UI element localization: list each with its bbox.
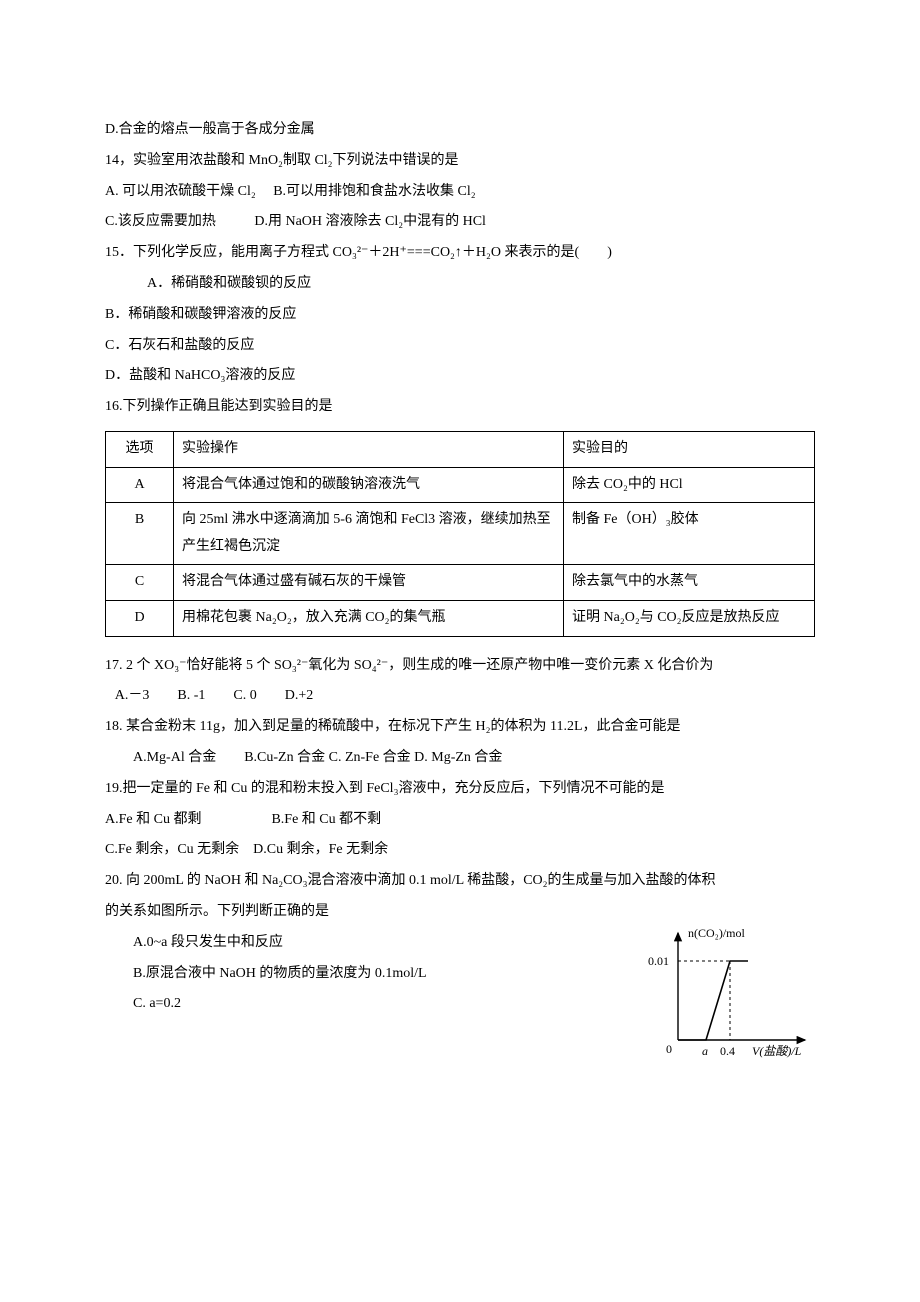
q20-body: 的关系如图所示。下列判断正确的是 A.0~a 段只发生中和反应 B.原混合液中 … [105, 897, 815, 1060]
table-row: C 将混合气体通过盛有碱石灰的干燥管 除去氯气中的水蒸气 [106, 565, 815, 601]
origin-label: 0 [666, 1042, 672, 1056]
q15-stem: 15．下列化学反应，能用离子方程式 CO₃²⁻＋2H⁺===CO₂↑＋H₂O 来… [105, 238, 815, 269]
q20-c: C. a=0.2 [105, 989, 630, 1020]
cell-opt: D [106, 600, 174, 636]
q14-stem: 14，实验室用浓盐酸和 MnO₂制取 Cl₂下列说法中错误的是 [105, 146, 815, 177]
q15-a: A．稀硝酸和碳酸钡的反应 [105, 269, 815, 300]
q20-chart: n(CO₂)/mol 0.01 0 a 0.4 V(盐酸)/L [640, 925, 815, 1060]
table-row: B 向 25ml 沸水中逐滴滴加 5-6 滴饱和 FeCl3 溶液，继续加热至产… [106, 503, 815, 565]
q20-b: B.原混合液中 NaOH 的物质的量浓度为 0.1mol/L [105, 959, 630, 990]
q15-c: C．石灰石和盐酸的反应 [105, 331, 815, 362]
q19-options-ab: A.Fe 和 Cu 都剩 B.Fe 和 Cu 都不剩 [105, 805, 815, 836]
cell-goal: 证明 Na₂O₂与 CO₂反应是放热反应 [564, 600, 815, 636]
x-tick-04: 0.4 [720, 1044, 735, 1058]
table-row: A 将混合气体通过饱和的碳酸钠溶液洗气 除去 CO₂中的 HCl [106, 467, 815, 503]
cell-op: 将混合气体通过饱和的碳酸钠溶液洗气 [174, 467, 564, 503]
q20-stem-line2: 的关系如图所示。下列判断正确的是 [105, 897, 630, 928]
q16-table: 选项 实验操作 实验目的 A 将混合气体通过饱和的碳酸钠溶液洗气 除去 CO₂中… [105, 431, 815, 637]
cell-opt: C [106, 565, 174, 601]
x-axis-label: V(盐酸)/L [752, 1044, 802, 1058]
q14-options-cd: C.该反应需要加热 D.用 NaOH 溶液除去 Cl₂中混有的 HCl [105, 207, 815, 238]
q13-option-d: D.合金的熔点一般高于各成分金属 [105, 115, 815, 146]
y-tick-label: 0.01 [648, 954, 669, 968]
q15-b: B．稀硝酸和碳酸钾溶液的反应 [105, 300, 815, 331]
data-line [678, 961, 748, 1040]
q17-options: A.－3 B. -1 C. 0 D.+2 [105, 681, 815, 712]
table-header-row: 选项 实验操作 实验目的 [106, 431, 815, 467]
cell-goal: 制备 Fe（OH）₃胶体 [564, 503, 815, 565]
th-option: 选项 [106, 431, 174, 467]
q20-text-block: 的关系如图所示。下列判断正确的是 A.0~a 段只发生中和反应 B.原混合液中 … [105, 897, 630, 1020]
x-tick-a: a [702, 1044, 708, 1058]
q20-a: A.0~a 段只发生中和反应 [105, 928, 630, 959]
q14-d: D.用 NaOH 溶液除去 Cl₂中混有的 HCl [254, 214, 486, 229]
cell-goal: 除去氯气中的水蒸气 [564, 565, 815, 601]
q14-b: B.可以用排饱和食盐水法收集 Cl₂ [273, 184, 475, 199]
y-axis-label: n(CO₂)/mol [688, 926, 746, 940]
q19-options-cd: C.Fe 剩余，Cu 无剩余 D.Cu 剩余，Fe 无剩余 [105, 835, 815, 866]
th-goal: 实验目的 [564, 431, 815, 467]
q14-options-ab: A. 可以用浓硫酸干燥 Cl₂ B.可以用排饱和食盐水法收集 Cl₂ [105, 177, 815, 208]
th-operation: 实验操作 [174, 431, 564, 467]
q14-c: C.该反应需要加热 [105, 214, 216, 229]
q17-stem: 17. 2 个 XO₃⁻恰好能将 5 个 SO₃²⁻氧化为 SO₄²⁻，则生成的… [105, 651, 815, 682]
q16-stem: 16.下列操作正确且能达到实验目的是 [105, 392, 815, 423]
table-row: D 用棉花包裹 Na₂O₂，放入充满 CO₂的集气瓶 证明 Na₂O₂与 CO₂… [106, 600, 815, 636]
cell-op: 将混合气体通过盛有碱石灰的干燥管 [174, 565, 564, 601]
q14-a: A. 可以用浓硫酸干燥 Cl₂ [105, 184, 256, 199]
cell-op: 用棉花包裹 Na₂O₂，放入充满 CO₂的集气瓶 [174, 600, 564, 636]
q18-options: A.Mg-Al 合金 B.Cu-Zn 合金 C. Zn-Fe 合金 D. Mg-… [105, 743, 815, 774]
q15-d: D．盐酸和 NaHCO₃溶液的反应 [105, 361, 815, 392]
q19-stem: 19.把一定量的 Fe 和 Cu 的混和粉末投入到 FeCl₃溶液中，充分反应后… [105, 774, 815, 805]
cell-goal: 除去 CO₂中的 HCl [564, 467, 815, 503]
q20-stem-line1: 20. 向 200mL 的 NaOH 和 Na₂CO₃混合溶液中滴加 0.1 m… [105, 866, 815, 897]
cell-opt: A [106, 467, 174, 503]
cell-op: 向 25ml 沸水中逐滴滴加 5-6 滴饱和 FeCl3 溶液，继续加热至产生红… [174, 503, 564, 565]
cell-opt: B [106, 503, 174, 565]
q18-stem: 18. 某合金粉末 11g，加入到足量的稀硫酸中，在标况下产生 H₂的体积为 1… [105, 712, 815, 743]
